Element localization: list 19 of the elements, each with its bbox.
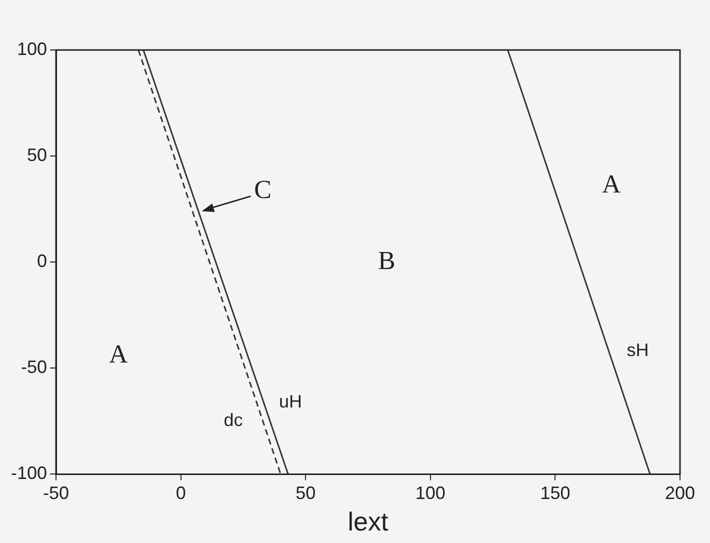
x-tick-label: -50 xyxy=(43,482,70,503)
series-label: uH xyxy=(278,391,302,412)
x-tick-label: 150 xyxy=(540,482,570,503)
annotation: C xyxy=(254,175,272,204)
x-axis-title: lext xyxy=(348,506,390,537)
y-tick-label: -100 xyxy=(10,463,48,484)
series-label: dc xyxy=(224,410,243,430)
y-tick-label: 50 xyxy=(26,145,48,166)
x-tick-label: 100 xyxy=(415,482,446,503)
x-tick-label: 200 xyxy=(664,482,696,503)
series-label: sH xyxy=(626,340,649,360)
y-tick-label: -50 xyxy=(21,357,48,378)
x-tick-label: 50 xyxy=(296,482,316,503)
annotation: B xyxy=(378,246,396,275)
x-tick-label: 0 xyxy=(176,482,186,503)
y-tick-label: 100 xyxy=(16,38,48,59)
annotation: A xyxy=(109,339,128,368)
annotation: A xyxy=(602,170,621,199)
y-tick-label: 0 xyxy=(37,251,48,272)
